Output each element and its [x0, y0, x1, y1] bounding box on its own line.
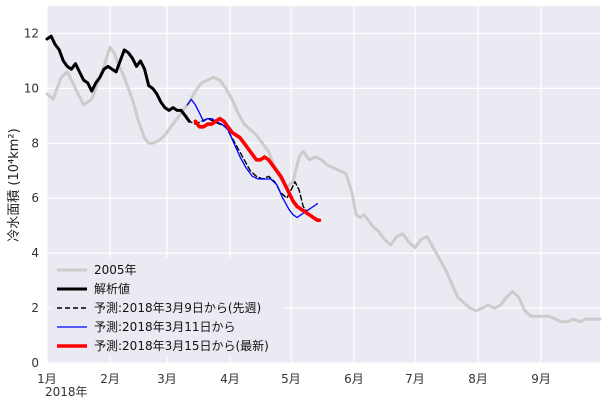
series-line-0 [45, 45, 602, 324]
y-tick-label: 4 [31, 246, 39, 260]
legend-label: 2005年 [94, 263, 137, 277]
y-tick-label: 2 [31, 301, 39, 315]
legend-label: 予測:2018年3月9日から(先週) [94, 301, 261, 315]
x-tick-label: 4月 [220, 372, 240, 386]
x-tick-labels: 1月 2月 3月 4月 5月 6月 7月 8月 9月 [37, 372, 551, 386]
y-tick-label: 6 [31, 191, 39, 205]
x-tick-label: 1月 [37, 372, 57, 386]
x-tick-label: 6月 [344, 372, 364, 386]
y-tick-label: 12 [24, 26, 39, 40]
year-label: 2018年 [45, 385, 88, 399]
x-tick-label: 8月 [468, 372, 488, 386]
legend-label: 予測:2018年3月11日から [94, 320, 236, 334]
series-line-4 [193, 116, 322, 222]
series-group [45, 34, 602, 324]
series-line-3 [186, 98, 319, 219]
y-tick-labels: 0 2 4 6 8 10 12 [24, 26, 39, 370]
x-tick-label: 7月 [405, 372, 425, 386]
legend-label: 解析値 [94, 281, 130, 296]
x-tick-label: 5月 [281, 372, 301, 386]
x-tick-label: 9月 [531, 372, 551, 386]
series-line-1 [45, 34, 191, 123]
y-tick-label: 8 [31, 136, 39, 150]
legend-box [51, 258, 283, 356]
y-tick-label: 10 [24, 81, 39, 95]
y-axis-label: 冷水面積 (10⁴km²) [7, 128, 22, 241]
legend-label: 予測:2018年3月15日から(最新) [94, 338, 269, 353]
y-tick-label: 0 [31, 356, 39, 370]
x-tick-label: 3月 [157, 372, 177, 386]
x-tick-label: 2月 [100, 372, 120, 386]
